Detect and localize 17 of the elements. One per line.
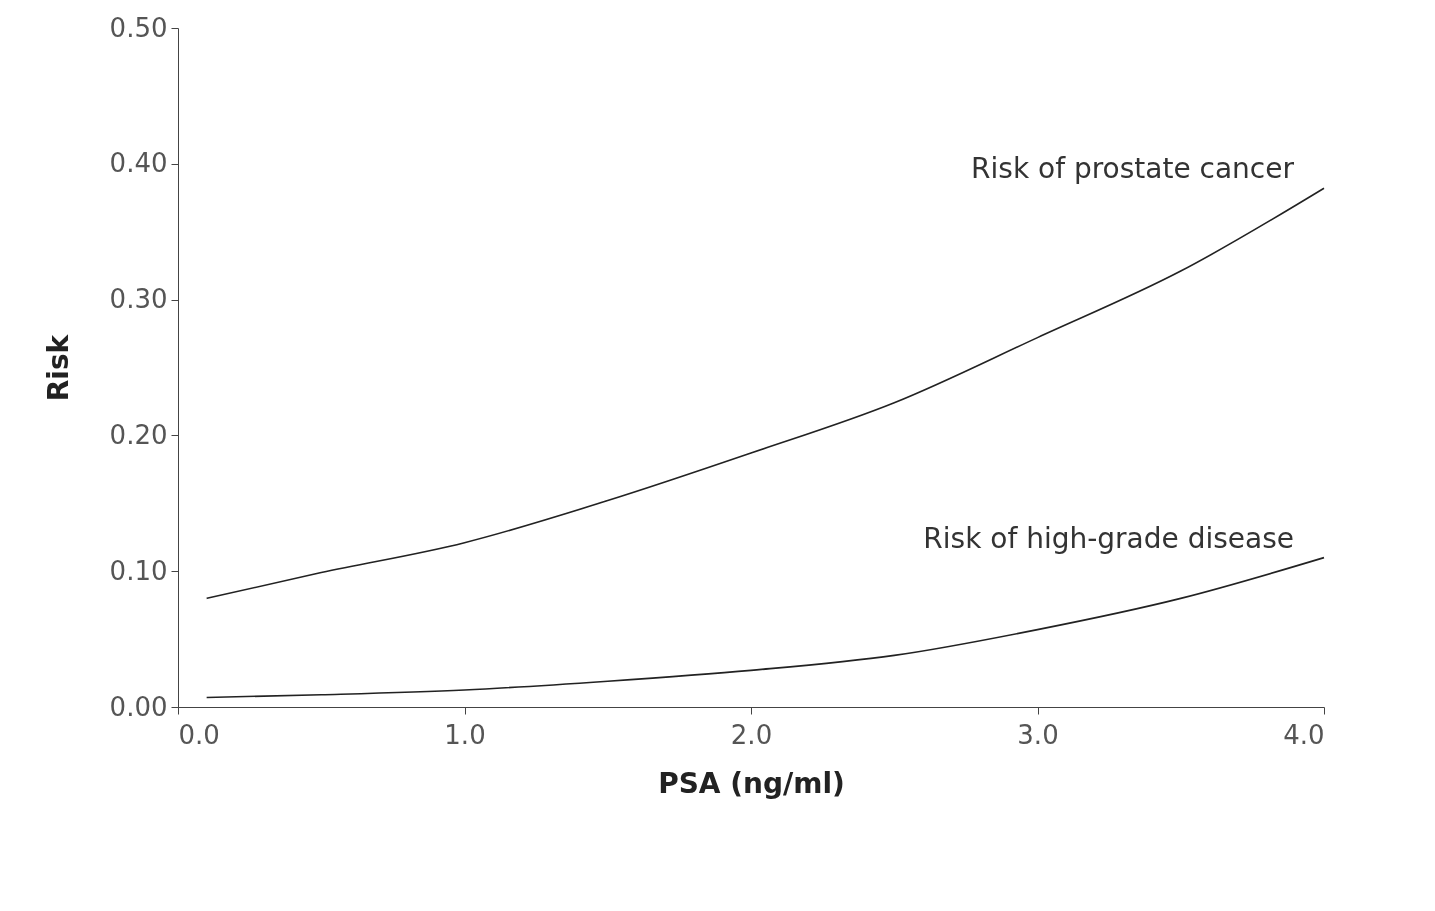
line-series [205,556,1325,699]
y-tick-label: 0.40 [109,148,168,179]
series-label: Risk of prostate cancer [971,152,1295,186]
line-series [205,187,1325,600]
x-tick-label: 1.0 [444,719,486,750]
y-tick-label: 0.10 [109,555,168,586]
y-tick-label: 0.50 [109,12,168,43]
x-tick-label: 0.0 [178,719,220,750]
x-tick-label: 2.0 [730,719,773,750]
y-tick-label: 0.20 [109,419,168,450]
series-label: Risk of high-grade disease [923,521,1294,555]
x-tick-label: 4.0 [1283,719,1325,750]
y-tick-label: 0.30 [109,284,168,315]
x-axis-title: PSA (ng/ml) [658,766,845,800]
x-tick-label: 3.0 [1017,719,1059,750]
y-axis-title: Risk [41,333,75,402]
y-tick-label: 0.00 [109,691,168,722]
